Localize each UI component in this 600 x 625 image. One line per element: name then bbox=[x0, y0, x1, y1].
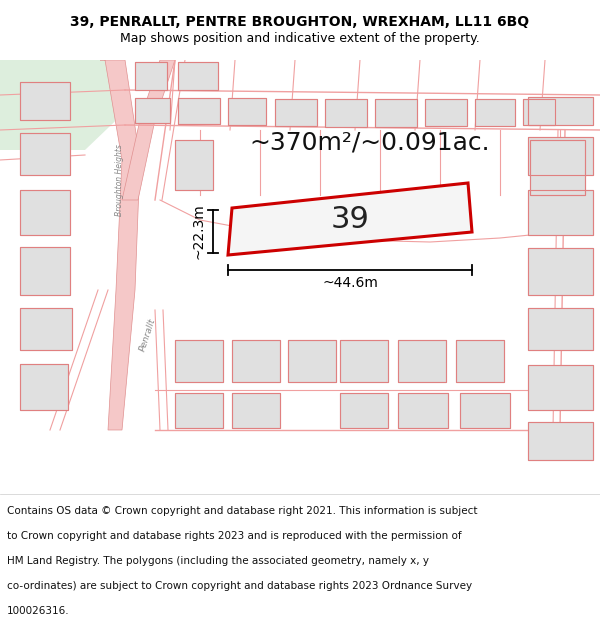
Text: 100026316.: 100026316. bbox=[7, 606, 70, 616]
Bar bbox=[228, 98, 266, 125]
Bar bbox=[325, 99, 367, 127]
Bar bbox=[175, 393, 223, 428]
Bar bbox=[528, 137, 593, 175]
Bar bbox=[425, 99, 467, 126]
Bar bbox=[528, 137, 593, 175]
Bar bbox=[288, 340, 336, 382]
Bar bbox=[523, 99, 555, 125]
Bar bbox=[528, 422, 593, 460]
Bar bbox=[528, 248, 593, 295]
Bar bbox=[20, 247, 70, 295]
Bar bbox=[528, 190, 593, 235]
Text: 39, PENRALLT, PENTRE BROUGHTON, WREXHAM, LL11 6BQ: 39, PENRALLT, PENTRE BROUGHTON, WREXHAM,… bbox=[70, 15, 530, 29]
Bar bbox=[20, 308, 72, 350]
Bar bbox=[288, 340, 336, 382]
Bar bbox=[325, 99, 367, 127]
Bar bbox=[528, 308, 593, 350]
Bar bbox=[178, 62, 218, 90]
Bar bbox=[232, 393, 280, 428]
Bar bbox=[175, 340, 223, 382]
Bar bbox=[175, 340, 223, 382]
Bar bbox=[20, 133, 70, 175]
Bar bbox=[340, 340, 388, 382]
Bar bbox=[20, 190, 70, 235]
Bar bbox=[530, 140, 585, 195]
Text: co-ordinates) are subject to Crown copyright and database rights 2023 Ordnance S: co-ordinates) are subject to Crown copyr… bbox=[7, 581, 472, 591]
Bar bbox=[425, 99, 467, 126]
Bar bbox=[375, 99, 417, 127]
Polygon shape bbox=[0, 60, 132, 150]
Bar bbox=[175, 140, 213, 190]
Bar bbox=[528, 422, 593, 460]
Bar bbox=[475, 99, 515, 126]
Bar bbox=[178, 98, 220, 124]
Bar bbox=[456, 340, 504, 382]
Bar bbox=[20, 247, 70, 295]
Bar bbox=[232, 340, 280, 382]
Bar bbox=[475, 99, 515, 126]
Bar bbox=[135, 62, 167, 90]
Bar bbox=[20, 364, 68, 410]
Bar bbox=[398, 340, 446, 382]
Text: Map shows position and indicative extent of the property.: Map shows position and indicative extent… bbox=[120, 32, 480, 45]
Bar bbox=[523, 99, 555, 125]
Bar bbox=[135, 98, 170, 123]
Bar bbox=[528, 248, 593, 295]
Polygon shape bbox=[100, 60, 140, 430]
Bar bbox=[375, 99, 417, 127]
Bar bbox=[528, 308, 593, 350]
Bar bbox=[135, 62, 167, 90]
Bar bbox=[398, 393, 448, 428]
Bar bbox=[178, 62, 218, 90]
Bar bbox=[228, 98, 266, 125]
Bar bbox=[460, 393, 510, 428]
Bar bbox=[275, 99, 317, 126]
Bar bbox=[20, 308, 72, 350]
Bar bbox=[20, 364, 68, 410]
Text: Contains OS data © Crown copyright and database right 2021. This information is : Contains OS data © Crown copyright and d… bbox=[7, 506, 478, 516]
Bar bbox=[398, 393, 448, 428]
Bar bbox=[460, 393, 510, 428]
Bar bbox=[528, 97, 593, 125]
Bar bbox=[528, 365, 593, 410]
Bar bbox=[340, 340, 388, 382]
Text: ~44.6m: ~44.6m bbox=[322, 276, 378, 290]
Text: ~22.3m: ~22.3m bbox=[192, 204, 206, 259]
Text: HM Land Registry. The polygons (including the associated geometry, namely x, y: HM Land Registry. The polygons (includin… bbox=[7, 556, 429, 566]
Bar bbox=[20, 190, 70, 235]
Bar bbox=[528, 190, 593, 235]
Text: Broughton Heights: Broughton Heights bbox=[115, 144, 125, 216]
Bar bbox=[340, 393, 388, 428]
Bar bbox=[135, 98, 170, 123]
Bar bbox=[232, 340, 280, 382]
Polygon shape bbox=[228, 183, 472, 255]
Text: Penrallt: Penrallt bbox=[139, 318, 158, 352]
Bar bbox=[175, 393, 223, 428]
Bar bbox=[398, 340, 446, 382]
Text: 39: 39 bbox=[331, 205, 370, 234]
Bar bbox=[340, 393, 388, 428]
Bar bbox=[232, 393, 280, 428]
Bar bbox=[528, 365, 593, 410]
Bar bbox=[20, 82, 70, 120]
Bar bbox=[275, 99, 317, 126]
Bar bbox=[175, 140, 213, 190]
Bar bbox=[20, 82, 70, 120]
Bar bbox=[178, 98, 220, 124]
Polygon shape bbox=[122, 60, 175, 200]
Bar bbox=[528, 97, 593, 125]
Bar bbox=[530, 140, 585, 195]
Bar bbox=[456, 340, 504, 382]
Text: ~370m²/~0.091ac.: ~370m²/~0.091ac. bbox=[250, 130, 490, 154]
Text: to Crown copyright and database rights 2023 and is reproduced with the permissio: to Crown copyright and database rights 2… bbox=[7, 531, 462, 541]
Bar bbox=[20, 133, 70, 175]
